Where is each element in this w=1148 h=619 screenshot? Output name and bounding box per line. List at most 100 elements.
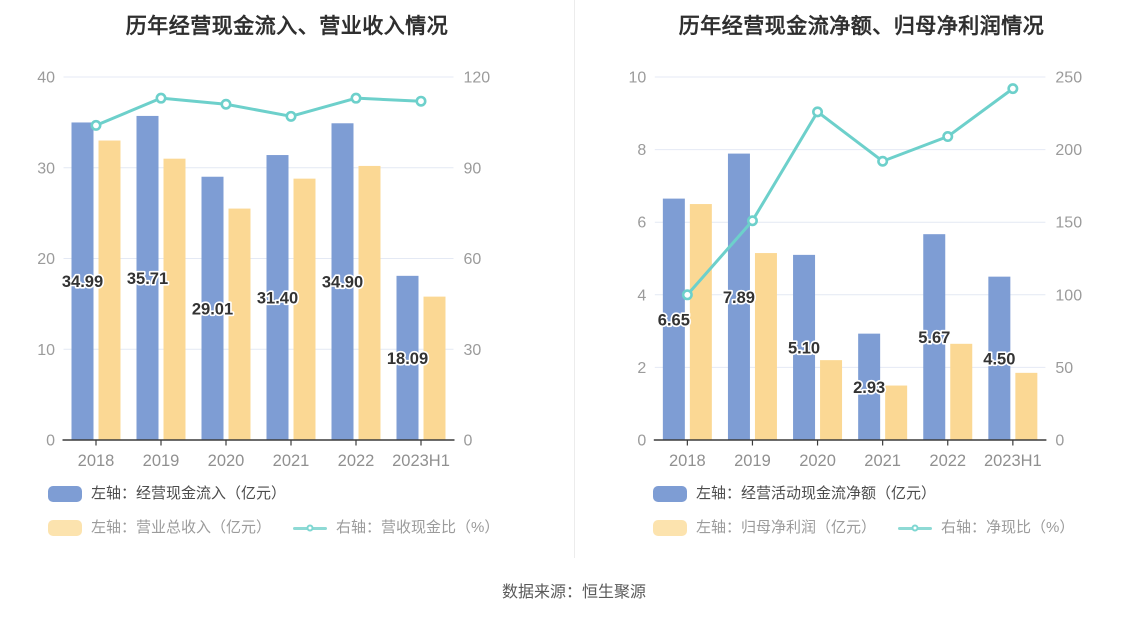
right-axis-tick-label: 250 — [1055, 70, 1082, 87]
bar-value-label: 2.93 — [853, 379, 885, 397]
x-axis-label-2018: 2018 — [78, 452, 115, 470]
legend-item-net-operating-cashflow[interactable]: 左轴：经营活动现金流净额（亿元） — [653, 486, 936, 502]
bar-value-label: 29.01 — [192, 300, 233, 318]
bar-2022-primary[interactable] — [923, 234, 946, 440]
chart-title: 历年经营现金流入、营业收入情况 — [125, 15, 449, 38]
bar-2023H1-primary[interactable] — [396, 275, 419, 440]
legend-item-cash-inflow[interactable]: 左轴：经营现金流入（亿元） — [48, 486, 286, 502]
legend-label: 右轴：营收现金比（%） — [336, 519, 500, 536]
chart-legend: 左轴：经营现金流入（亿元） 左轴：营业总收入（亿元） 右轴：营收现金比（%） — [48, 486, 499, 536]
left-axis-tick-label: 20 — [37, 251, 55, 268]
left-axis-tick-label: 0 — [46, 433, 55, 450]
legend-item-cash-revenue-ratio[interactable]: 右轴：营收现金比（%） — [293, 520, 499, 536]
x-axis: 2018 2019 2020 2021 2022 2023H1 — [653, 439, 1047, 470]
left-axis-tick-label: 10 — [37, 342, 55, 359]
legend-row: 左轴：经营活动现金流净额（亿元） — [653, 486, 1074, 502]
line-point-2021[interactable] — [285, 110, 297, 122]
bar-2018-primary[interactable] — [71, 122, 94, 440]
bar-2019-primary[interactable] — [136, 115, 159, 440]
line-point-2019[interactable] — [155, 92, 167, 104]
right-axis-tick-label: 150 — [1055, 215, 1082, 232]
line-point-2021[interactable] — [877, 155, 889, 167]
left-axis-tick-label: 4 — [637, 287, 646, 304]
chart-panel-net-cashflow-profit: 历年经营现金流净额、归母净利润情况 0 0 2 50 4 100 6 150 8 200 10 250… — [574, 0, 1148, 558]
bar-2023H1-secondary[interactable] — [1015, 372, 1038, 440]
bar-2022-secondary[interactable] — [358, 165, 381, 440]
bar-series — [662, 153, 1038, 440]
bar-value-label: 6.65 — [658, 311, 690, 329]
bar-2019-primary[interactable] — [727, 153, 750, 440]
line-point-2022[interactable] — [942, 131, 954, 143]
left-axis-tick-label: 2 — [637, 360, 646, 377]
gridlines — [63, 76, 454, 350]
line-series — [90, 92, 427, 131]
x-axis-label-2020: 2020 — [208, 452, 245, 470]
bar-2018-secondary[interactable] — [689, 204, 712, 440]
right-axis-tick-label: 90 — [464, 160, 482, 177]
line-point-2019[interactable] — [746, 215, 758, 227]
line-point-2023H1[interactable] — [415, 95, 427, 107]
bar-2020-primary[interactable] — [201, 176, 224, 440]
bar-2019-secondary[interactable] — [754, 253, 777, 440]
line-marker-icon — [898, 520, 933, 536]
bar-2020-secondary[interactable] — [820, 360, 843, 440]
bar-2021-secondary[interactable] — [293, 178, 316, 440]
bar-2022-primary[interactable] — [331, 123, 354, 440]
bar-2019-secondary[interactable] — [163, 158, 186, 441]
right-axis-tick-label: 50 — [1055, 360, 1073, 377]
bar-2021-secondary[interactable] — [885, 385, 908, 440]
bar-2020-primary[interactable] — [793, 254, 816, 440]
x-axis-label-2021: 2021 — [864, 452, 901, 470]
x-axis-label-2019: 2019 — [143, 452, 180, 470]
x-axis-label-2022: 2022 — [338, 452, 375, 470]
right-axis-tick-label: 60 — [464, 251, 482, 268]
bar-value-label: 34.99 — [62, 273, 103, 291]
legend-item-net-cash-ratio[interactable]: 右轴：净现比（%） — [898, 520, 1074, 536]
legend-row: 左轴：营业总收入（亿元） 右轴：营收现金比（%） — [48, 520, 499, 536]
bar-value-label: 34.90 — [322, 274, 363, 292]
line-point-2020[interactable] — [220, 98, 232, 110]
legend-label: 左轴：经营现金流入（亿元） — [91, 485, 287, 502]
line-point-2023H1[interactable] — [1007, 83, 1019, 95]
bar-swatch-yellow-icon — [653, 520, 687, 536]
left-axis-tick-label: 30 — [37, 160, 55, 177]
legend-label: 左轴：归母净利润（亿元） — [696, 519, 877, 536]
x-axis-label-2020: 2020 — [799, 452, 836, 470]
right-axis-tick-label: 30 — [464, 342, 482, 359]
bar-2023H1-secondary[interactable] — [423, 296, 446, 440]
line-series — [681, 83, 1019, 301]
x-axis-label-2023H1: 2023H1 — [984, 452, 1042, 470]
bar-2020-secondary[interactable] — [228, 208, 251, 440]
bar-2021-primary[interactable] — [858, 333, 881, 440]
line-point-2018[interactable] — [90, 119, 102, 131]
left-axis-tick-label: 6 — [637, 215, 646, 232]
bar-2021-primary[interactable] — [266, 155, 289, 441]
right-axis-tick-label: 0 — [464, 433, 473, 450]
left-axis-tick-label: 8 — [637, 142, 646, 159]
line-point-2018[interactable] — [681, 289, 693, 301]
legend-row: 左轴：归母净利润（亿元） 右轴：净现比（%） — [653, 520, 1074, 536]
legend-label: 右轴：净现比（%） — [941, 519, 1075, 536]
legend-item-net-profit[interactable]: 左轴：归母净利润（亿元） — [653, 520, 876, 536]
bar-value-label: 35.71 — [127, 270, 168, 288]
bar-2023H1-primary[interactable] — [988, 276, 1011, 440]
line-point-2022[interactable] — [350, 92, 362, 104]
right-axis-tick-label: 200 — [1055, 142, 1082, 159]
line-marker-icon — [293, 520, 328, 536]
right-axis-tick-label: 0 — [1055, 433, 1064, 450]
bar-swatch-blue-icon — [653, 486, 687, 502]
legend-item-total-revenue[interactable]: 左轴：营业总收入（亿元） — [48, 520, 271, 536]
x-axis-label-2023H1: 2023H1 — [392, 452, 450, 470]
bar-2018-secondary[interactable] — [98, 140, 121, 440]
left-axis-tick-label: 40 — [37, 70, 55, 87]
left-axis-tick-label: 0 — [637, 433, 646, 450]
legend-label: 左轴：营业总收入（亿元） — [91, 519, 272, 536]
source-note: 数据来源：恒生聚源 — [501, 584, 646, 601]
line-point-2020[interactable] — [812, 106, 824, 118]
bar-2018-primary[interactable] — [662, 198, 685, 440]
bar-2022-secondary[interactable] — [950, 343, 973, 440]
x-axis-label-2021: 2021 — [273, 452, 310, 470]
